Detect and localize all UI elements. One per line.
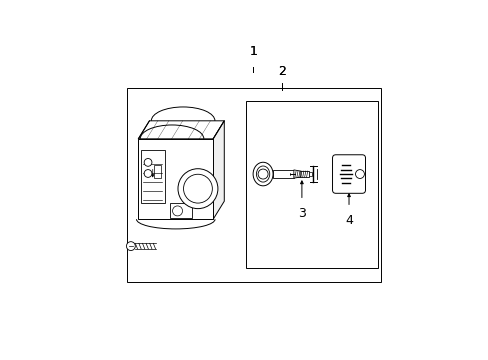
Text: 2: 2 (278, 65, 286, 78)
Bar (169, 203, 192, 218)
Text: 4: 4 (345, 214, 352, 227)
Bar (308, 172, 311, 176)
Bar (246, 102, 377, 268)
Bar (127, 87, 380, 282)
Circle shape (178, 169, 218, 209)
Bar (190, 181, 205, 197)
Polygon shape (213, 121, 224, 219)
Bar (272, 170, 293, 178)
Circle shape (144, 170, 152, 177)
Text: 1: 1 (249, 45, 257, 58)
Polygon shape (293, 170, 300, 178)
Bar (153, 165, 160, 177)
Ellipse shape (253, 162, 272, 186)
Bar (138, 139, 213, 219)
Circle shape (144, 158, 152, 166)
Circle shape (172, 206, 182, 216)
Bar (141, 150, 164, 203)
Bar (294, 171, 308, 177)
Circle shape (183, 174, 212, 203)
Text: 2: 2 (278, 65, 286, 78)
Text: 3: 3 (297, 207, 305, 220)
Polygon shape (138, 121, 224, 139)
Circle shape (258, 169, 267, 179)
FancyBboxPatch shape (332, 155, 365, 193)
Text: 1: 1 (249, 45, 257, 58)
Ellipse shape (126, 242, 135, 251)
Ellipse shape (256, 166, 269, 182)
Circle shape (355, 170, 364, 179)
